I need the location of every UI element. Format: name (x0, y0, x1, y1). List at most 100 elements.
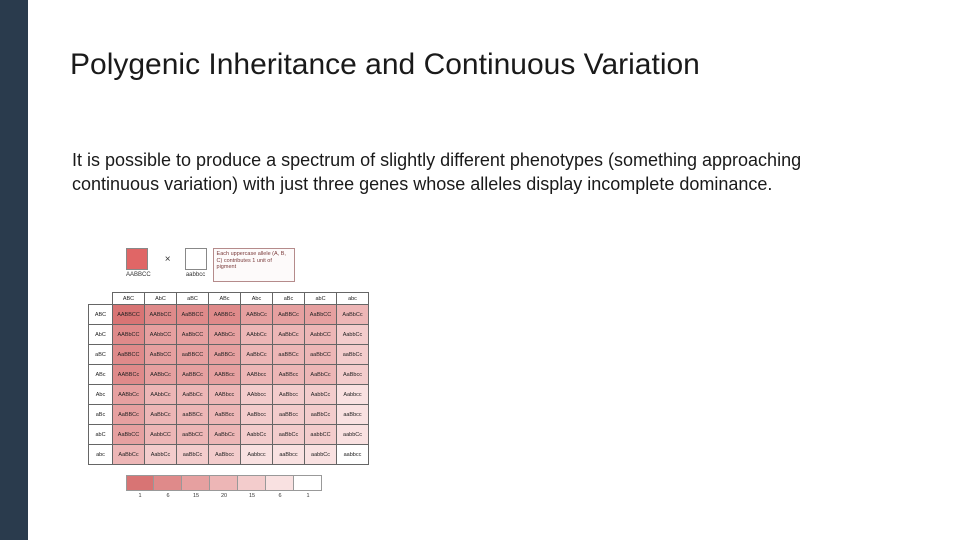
left-accent-bar (0, 0, 28, 540)
punnett-cell: AaBbCc (273, 325, 305, 345)
punnett-col-header: AbC (145, 293, 177, 305)
punnett-cell: AaBbCC (113, 425, 145, 445)
gradient-swatch (182, 475, 210, 491)
punnett-cell: AaBBCC (177, 305, 209, 325)
punnett-cell: AabbCc (305, 385, 337, 405)
phenotype-gradient (126, 475, 418, 491)
punnett-cell: AaBBCc (209, 345, 241, 365)
punnett-cell: AaBbcc (273, 385, 305, 405)
punnett-cell: AaBbCc (177, 385, 209, 405)
gradient-swatch (266, 475, 294, 491)
punnett-cell: aaBbCC (305, 345, 337, 365)
punnett-row-header: abc (89, 445, 113, 465)
punnett-cell: AaBbcc (337, 365, 369, 385)
gradient-count-label: 15 (238, 491, 266, 499)
punnett-cell: aabbCc (337, 425, 369, 445)
punnett-col-header: Abc (241, 293, 273, 305)
punnett-col-header: ABc (209, 293, 241, 305)
figure-caption: Each uppercase allele (A, B, C) contribu… (213, 248, 295, 282)
punnett-cell: aaBbCC (177, 425, 209, 445)
gradient-swatch (238, 475, 266, 491)
punnett-cell: AABbcc (209, 385, 241, 405)
gradient-swatch (126, 475, 154, 491)
punnett-cell: aaBBCc (273, 345, 305, 365)
punnett-cell: aaBbcc (337, 405, 369, 425)
punnett-cell: aaBbCc (273, 425, 305, 445)
punnett-cell: aabbCc (305, 445, 337, 465)
punnett-cell: AaBBCc (273, 305, 305, 325)
punnett-cell: AabbCC (145, 425, 177, 445)
parent-1-swatch (126, 248, 148, 270)
slide: Polygenic Inheritance and Continuous Var… (0, 0, 960, 540)
parent-2-swatch (185, 248, 207, 270)
punnett-cell: AaBbcc (209, 445, 241, 465)
parent-1-label: AABBCC (126, 272, 151, 278)
punnett-col-header: aBC (177, 293, 209, 305)
slide-body-text: It is possible to produce a spectrum of … (72, 148, 832, 197)
punnett-col-header: ABC (113, 293, 145, 305)
punnett-cell: AaBBcc (273, 365, 305, 385)
punnett-cell: AABBCc (113, 365, 145, 385)
punnett-cell: AABBCc (209, 305, 241, 325)
punnett-col-header: abC (305, 293, 337, 305)
punnett-cell: aaBbCc (337, 345, 369, 365)
punnett-cell: aaBBCC (177, 345, 209, 365)
parent-cross-row: AABBCC × aabbcc Each uppercase allele (A… (126, 248, 418, 282)
punnett-cell: AABbCc (209, 325, 241, 345)
punnett-cell: AaBbCc (209, 425, 241, 445)
punnett-cell: AaBbcc (241, 405, 273, 425)
punnett-cell: AabbCc (241, 425, 273, 445)
gradient-count-label: 6 (154, 491, 182, 499)
punnett-cell: AaBbCc (145, 405, 177, 425)
gradient-count-label: 1 (126, 491, 154, 499)
punnett-cell: Aabbcc (241, 445, 273, 465)
punnett-cell: aabbCC (305, 425, 337, 445)
punnett-cell: aaBbCc (177, 445, 209, 465)
punnett-cell: AABBcc (209, 365, 241, 385)
slide-title: Polygenic Inheritance and Continuous Var… (70, 48, 700, 82)
punnett-cell: AABbCC (113, 325, 145, 345)
parent-2-label: aabbcc (185, 272, 207, 278)
punnett-cell: AABbCc (241, 305, 273, 325)
punnett-col-header: abc (337, 293, 369, 305)
punnett-cell: AABbCc (145, 365, 177, 385)
punnett-cell: AAbbcc (241, 385, 273, 405)
punnett-square: ABCAbCaBCABcAbcaBcabCabc ABCAABBCCAABbCC… (88, 292, 418, 465)
gradient-count-label: 20 (210, 491, 238, 499)
punnett-cell: aaBbCc (305, 405, 337, 425)
punnett-cell: AaBBCc (113, 405, 145, 425)
punnett-row-header: aBc (89, 405, 113, 425)
punnett-cell: AaBBCC (113, 345, 145, 365)
punnett-cell: AaBBCc (177, 365, 209, 385)
punnett-cell: AABBCC (113, 305, 145, 325)
punnett-col-header: aBc (273, 293, 305, 305)
phenotype-gradient-labels: 1615201561 (126, 491, 418, 499)
punnett-cell: AabbCc (337, 325, 369, 345)
punnett-cell: AabbCc (145, 445, 177, 465)
parent-2: aabbcc (185, 248, 207, 278)
punnett-cell: AaBbCC (305, 305, 337, 325)
punnett-cell: AaBbCC (145, 345, 177, 365)
punnett-row-header: abC (89, 425, 113, 445)
punnett-figure: AABBCC × aabbcc Each uppercase allele (A… (88, 248, 418, 499)
punnett-cell: aaBBCc (177, 405, 209, 425)
punnett-cell: AaBbCc (241, 345, 273, 365)
parent-1: AABBCC (126, 248, 151, 278)
punnett-cell: AaBbCC (177, 325, 209, 345)
gradient-swatch (294, 475, 322, 491)
gradient-count-label: 6 (266, 491, 294, 499)
punnett-cell: AaBbCc (337, 305, 369, 325)
gradient-swatch (210, 475, 238, 491)
punnett-row-header: Abc (89, 385, 113, 405)
punnett-cell: AABbCc (113, 385, 145, 405)
punnett-cell: AaBBcc (209, 405, 241, 425)
punnett-cell: AaBbCc (305, 365, 337, 385)
punnett-cell: AAbbCc (145, 385, 177, 405)
punnett-row-header: ABC (89, 305, 113, 325)
punnett-cell: Aabbcc (337, 385, 369, 405)
punnett-cell: AABbCC (145, 305, 177, 325)
gradient-count-label: 1 (294, 491, 322, 499)
punnett-cell: aabbcc (337, 445, 369, 465)
punnett-cell: aaBBcc (273, 405, 305, 425)
punnett-cell: AAbbCC (145, 325, 177, 345)
